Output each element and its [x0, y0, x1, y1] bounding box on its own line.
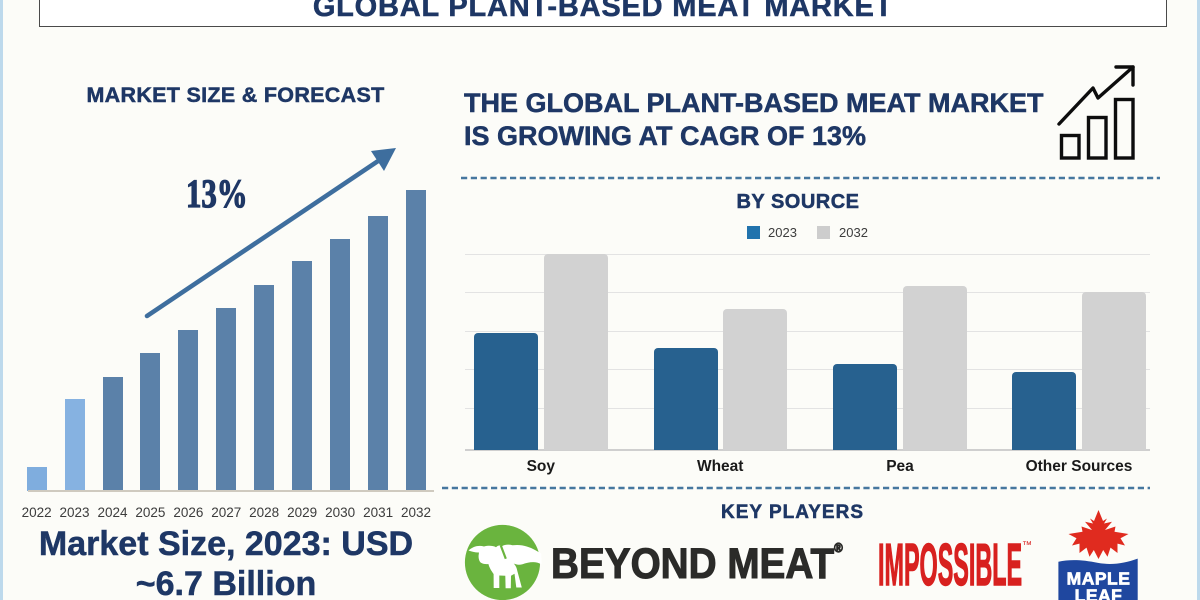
- svg-text:LEAF: LEAF: [1075, 586, 1123, 600]
- svg-text:MAPLE: MAPLE: [1067, 569, 1131, 589]
